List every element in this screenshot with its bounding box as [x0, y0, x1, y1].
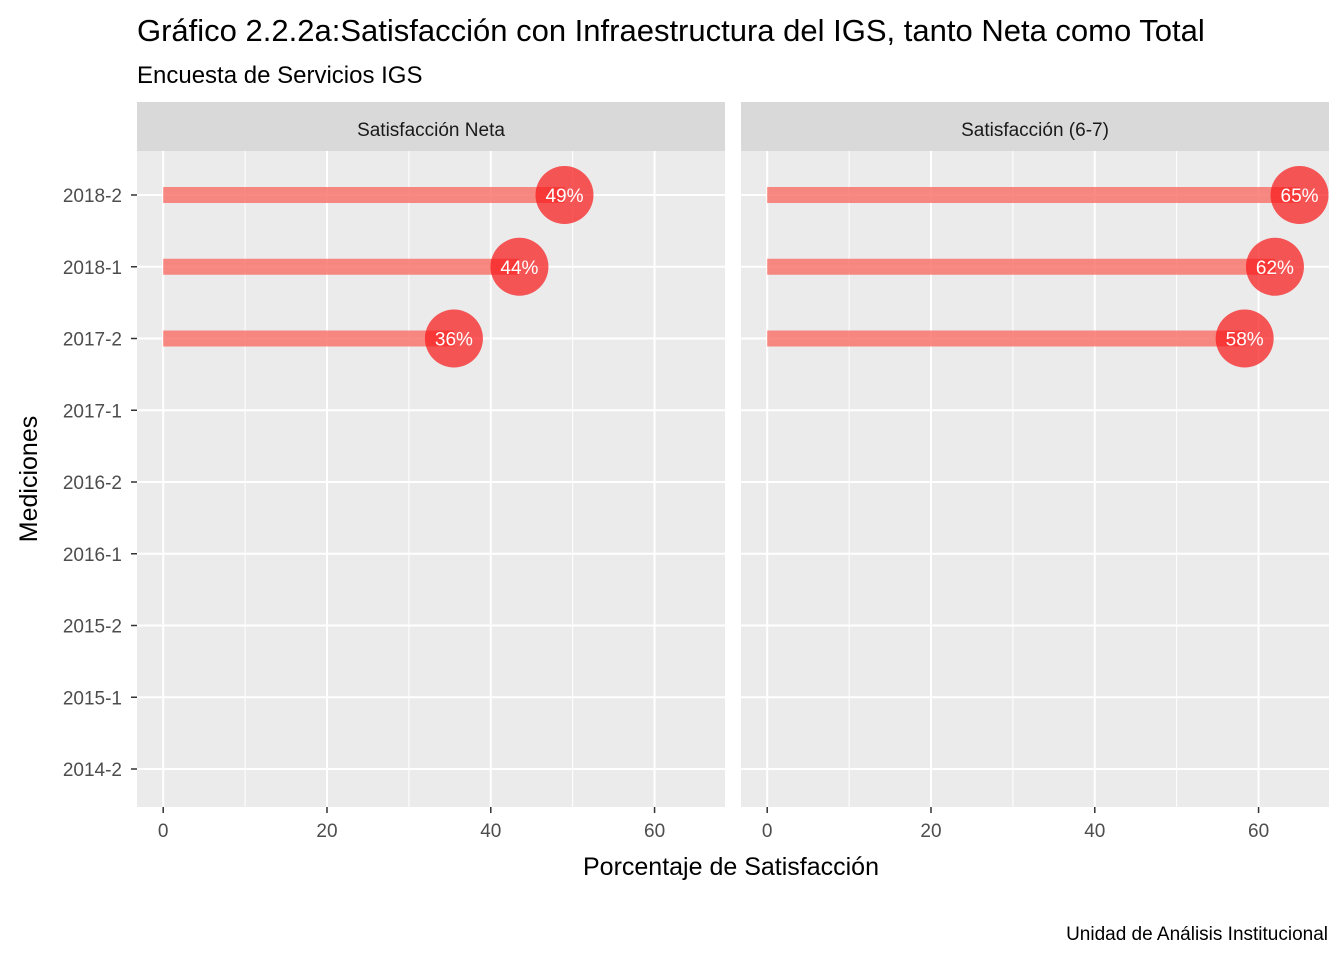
x-tick-label: 40 [1084, 821, 1105, 842]
facet-strip [137, 102, 725, 151]
y-tick-label: 2017-2 [63, 330, 122, 351]
facet-strip-label: Satisfacción (6-7) [961, 120, 1109, 141]
point-value-label: 36% [435, 330, 473, 351]
y-tick-label: 2016-2 [63, 473, 122, 494]
x-tick-label: 0 [762, 821, 773, 842]
lollipop-point [1245, 237, 1304, 296]
lollipop-point [1270, 166, 1329, 224]
y-tick-label: 2015-2 [63, 617, 122, 638]
point-value-label: 62% [1256, 258, 1294, 279]
y-axis: 2014-2 2015-1 2015-2 2016-1 2016-2 2017-1 2017… [63, 186, 137, 781]
x-tick-label: 60 [644, 821, 665, 842]
lollipop-point [424, 309, 483, 368]
panel-background [741, 151, 1329, 807]
chart-subtitle: Encuesta de Servicios IGS [137, 62, 422, 89]
y-tick-label: 2018-1 [63, 258, 122, 279]
panel: Satisfacción Neta 0 20 40 60 36% 44% 49% [137, 102, 725, 842]
y-axis-title: Mediciones [15, 416, 43, 542]
x-axis-title: Porcentaje de Satisfacción [583, 853, 879, 881]
panel: Satisfacción (6-7) 0 20 40 60 58% 62% 65% [741, 102, 1329, 842]
point-value-label: 65% [1281, 186, 1319, 207]
facet-strip-label: Satisfacción Neta [357, 120, 505, 141]
chart-caption: Unidad de Análisis Institucional [1066, 924, 1328, 945]
x-tick-label: 20 [920, 821, 941, 842]
lollipop-point [1215, 309, 1274, 368]
chart-title: Gráfico 2.2.2a:Satisfacción con Infraest… [137, 13, 1205, 48]
point-value-label: 44% [500, 258, 538, 279]
x-tick-label: 40 [480, 821, 501, 842]
x-tick-label: 0 [158, 821, 169, 842]
y-tick-label: 2014-2 [63, 760, 122, 781]
x-tick-label: 60 [1248, 821, 1269, 842]
lollipop-point [535, 166, 594, 224]
point-value-label: 49% [545, 186, 583, 207]
facet-strip [741, 102, 1329, 151]
point-value-label: 58% [1226, 330, 1264, 351]
lollipop-point [490, 237, 549, 296]
y-tick-label: 2018-2 [63, 186, 122, 207]
y-tick-label: 2015-1 [63, 688, 122, 709]
y-tick-label: 2017-1 [63, 401, 122, 422]
x-tick-label: 20 [316, 821, 337, 842]
panel-background [137, 151, 725, 807]
y-tick-label: 2016-1 [63, 545, 122, 566]
